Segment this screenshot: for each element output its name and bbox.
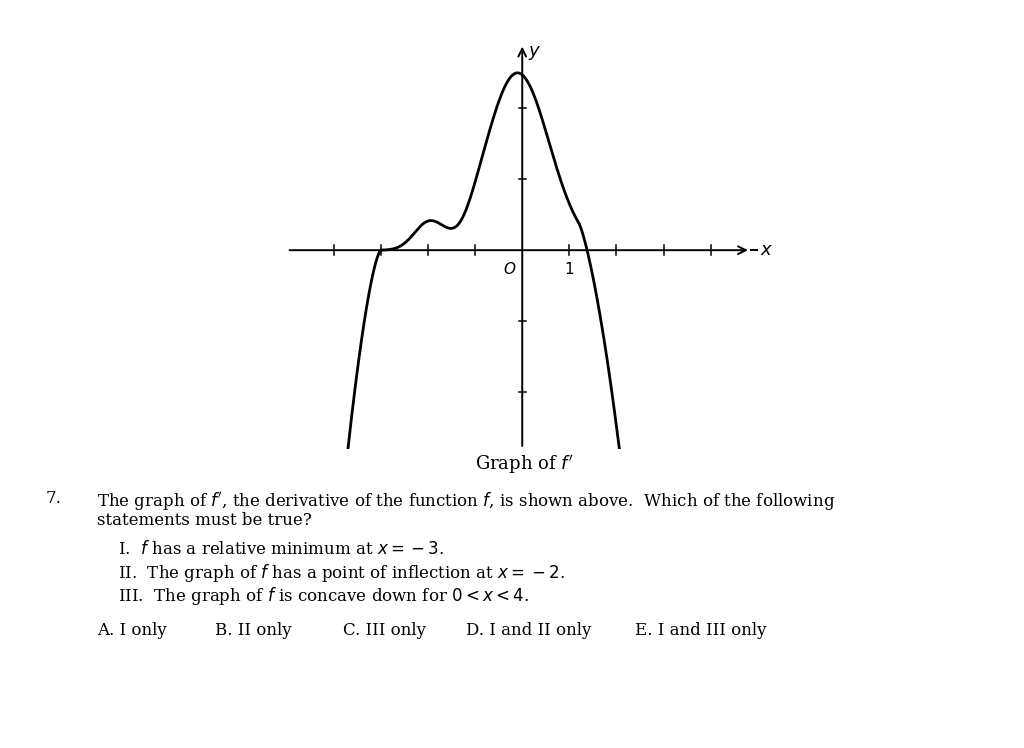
- Text: III.  The graph of $f$ is concave down for $0 < x < 4$.: III. The graph of $f$ is concave down fo…: [118, 585, 528, 607]
- Text: $O$: $O$: [503, 261, 516, 277]
- Text: E. I and III only: E. I and III only: [635, 622, 766, 640]
- Text: C. III only: C. III only: [343, 622, 426, 640]
- Text: II.  The graph of $f$ has a point of inflection at $x = -2$.: II. The graph of $f$ has a point of infl…: [118, 562, 564, 584]
- Text: I.  $f$ has a relative minimum at $x = -3$.: I. $f$ has a relative minimum at $x = -3…: [118, 540, 444, 558]
- Text: D. I and II only: D. I and II only: [466, 622, 591, 640]
- Text: B. II only: B. II only: [215, 622, 292, 640]
- Text: $y$: $y$: [528, 44, 542, 62]
- Text: statements must be true?: statements must be true?: [97, 512, 312, 529]
- Text: $x$: $x$: [760, 241, 773, 260]
- Text: 7.: 7.: [46, 490, 62, 507]
- Text: $1$: $1$: [564, 261, 574, 277]
- Text: Graph of $f'$: Graph of $f'$: [475, 453, 573, 476]
- Text: A. I only: A. I only: [97, 622, 167, 640]
- Text: The graph of $f'$, the derivative of the function $f$, is shown above.  Which of: The graph of $f'$, the derivative of the…: [97, 490, 836, 513]
